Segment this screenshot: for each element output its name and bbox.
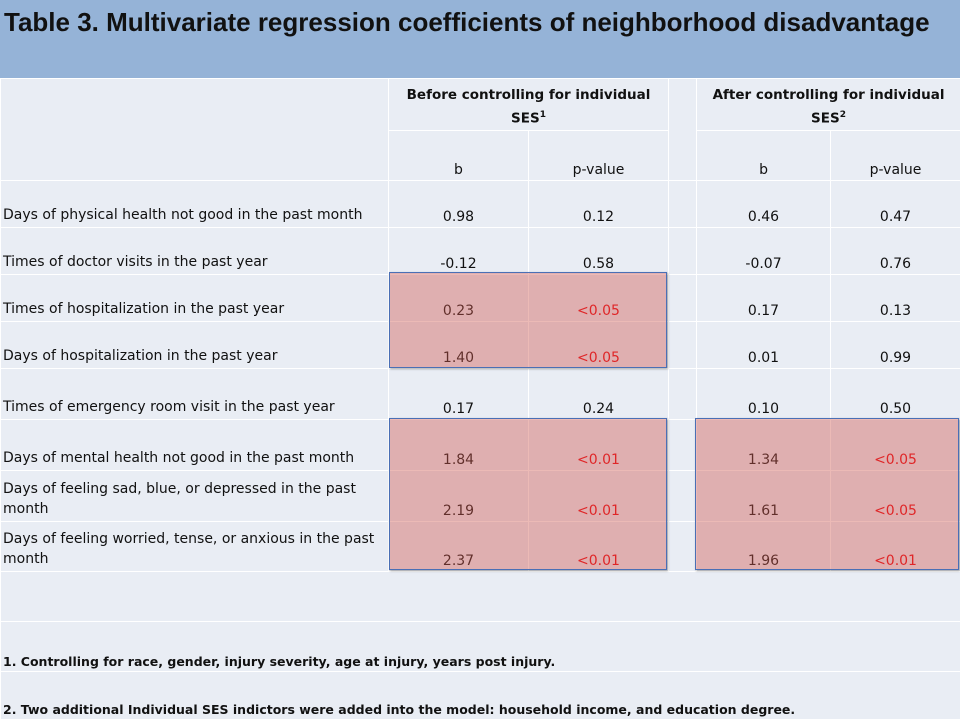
b-before-cell: 0.23: [388, 274, 529, 322]
blank-cell: [0, 571, 960, 622]
footnote-2: 2. Two additional Individual SES indicto…: [0, 671, 960, 720]
spacer-cell: [668, 180, 698, 228]
p-before-cell: 0.24: [527, 368, 670, 420]
p-after-cell: 0.13: [830, 274, 960, 322]
b-after-cell: 1.61: [696, 470, 832, 522]
p-after-cell: 0.50: [830, 368, 960, 420]
row-label: Times of doctor visits in the past year: [0, 227, 389, 275]
b-before-cell: 1.84: [388, 419, 529, 471]
header-row-columns: b p-value b p-value: [1, 130, 960, 181]
title-bar: Table 3. Multivariate regression coeffic…: [0, 0, 960, 78]
b-before-cell: 2.37: [388, 521, 529, 572]
row-label: Days of mental health not good in the pa…: [0, 419, 389, 471]
b-after-cell: 1.34: [696, 419, 832, 471]
b-before-cell: 0.98: [388, 180, 529, 228]
header-p-after: p-value: [830, 130, 960, 181]
p-after-cell: 0.47: [830, 180, 960, 228]
p-before-cell: <0.01: [527, 419, 670, 471]
spacer-cell: [668, 227, 698, 275]
table-row: Days of physical health not good in the …: [0, 180, 960, 228]
blank-row: [0, 571, 960, 622]
header-corner-cell: [0, 78, 389, 181]
table-row: Times of emergency room visit in the pas…: [0, 368, 960, 420]
header-p-before: p-value: [527, 130, 670, 181]
regression-table: Before controlling for individual SES1 A…: [0, 78, 960, 720]
p-after-cell: <0.01: [830, 521, 960, 572]
table-row: Days of feeling worried, tense, or anxio…: [0, 521, 960, 572]
b-after-cell: 0.10: [696, 368, 832, 420]
row-label: Days of feeling sad, blue, or depressed …: [0, 470, 389, 522]
page-title: Table 3. Multivariate regression coeffic…: [4, 7, 930, 37]
p-before-cell: <0.01: [527, 470, 670, 522]
row-label: Times of emergency room visit in the pas…: [0, 368, 389, 420]
spacer-cell: [668, 368, 698, 420]
b-after-cell: -0.07: [696, 227, 832, 275]
row-label: Days of hospitalization in the past year: [0, 321, 389, 369]
footnote-1: 1. Controlling for race, gender, injury …: [0, 621, 960, 672]
table-row: Times of doctor visits in the past year …: [0, 227, 960, 275]
row-label: Days of physical health not good in the …: [0, 180, 389, 228]
spacer-column: [668, 78, 698, 181]
spacer-cell: [668, 274, 698, 322]
b-after-cell: 0.17: [696, 274, 832, 322]
p-before-cell: <0.05: [527, 274, 670, 322]
row-label: Days of feeling worried, tense, or anxio…: [0, 521, 389, 572]
spacer-cell: [668, 470, 698, 522]
spacer-cell: [668, 521, 698, 572]
footnote-row: 1. Controlling for race, gender, injury …: [0, 621, 960, 672]
table-row: Days of mental health not good in the pa…: [0, 419, 960, 471]
header-before: Before controlling for individual SES1: [387, 78, 670, 131]
spacer-cell: [668, 321, 698, 369]
b-before-cell: -0.12: [388, 227, 529, 275]
p-before-cell: <0.01: [527, 521, 670, 572]
header-row-groups: Before controlling for individual SES1 A…: [0, 78, 960, 181]
b-before-cell: 2.19: [388, 470, 529, 522]
p-before-cell: 0.12: [527, 180, 670, 228]
header-b-after: b: [696, 130, 832, 181]
b-before-cell: 1.40: [388, 321, 529, 369]
header-b-before: b: [388, 130, 529, 181]
p-after-cell: <0.05: [830, 419, 960, 471]
b-after-cell: 1.96: [696, 521, 832, 572]
header-after: After controlling for individual SES2: [696, 78, 960, 131]
table-row: Days of hospitalization in the past year…: [0, 321, 960, 369]
p-before-cell: 0.58: [527, 227, 670, 275]
p-after-cell: <0.05: [830, 470, 960, 522]
b-after-cell: 0.01: [696, 321, 832, 369]
row-label: Times of hospitalization in the past yea…: [0, 274, 389, 322]
p-before-cell: <0.05: [527, 321, 670, 369]
footnote-row: 2. Two additional Individual SES indicto…: [0, 671, 960, 720]
table-row: Days of feeling sad, blue, or depressed …: [0, 470, 960, 522]
p-after-cell: 0.76: [830, 227, 960, 275]
p-after-cell: 0.99: [830, 321, 960, 369]
spacer-cell: [668, 419, 698, 471]
table-row: Times of hospitalization in the past yea…: [0, 274, 960, 322]
b-after-cell: 0.46: [696, 180, 832, 228]
b-before-cell: 0.17: [388, 368, 529, 420]
